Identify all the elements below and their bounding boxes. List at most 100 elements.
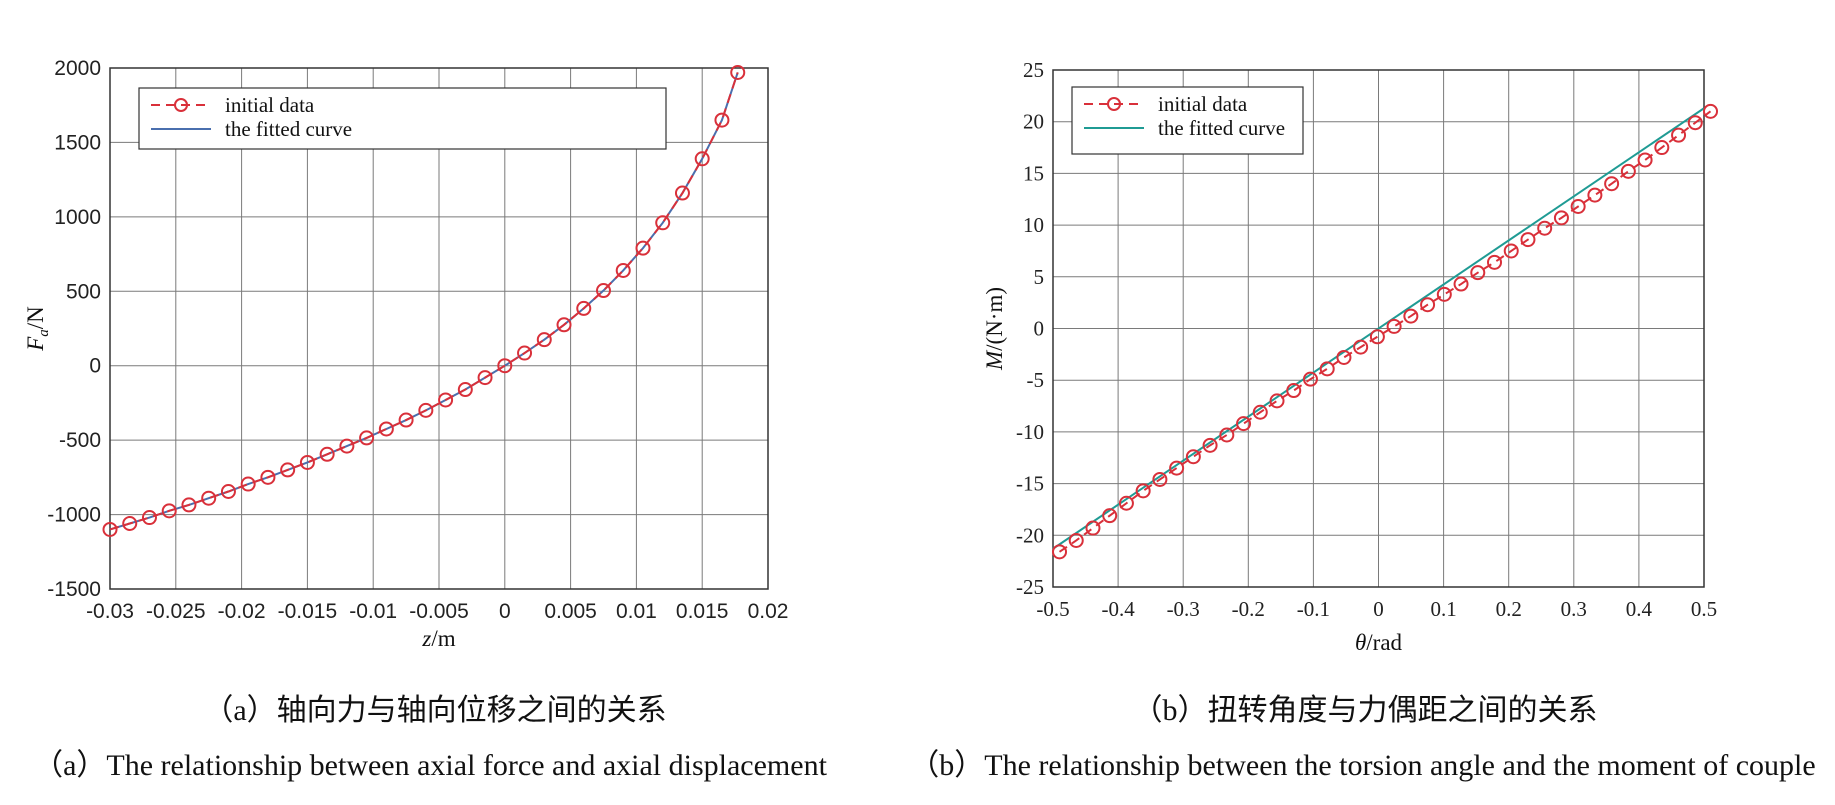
data-point xyxy=(1185,449,1201,465)
x-tick-label: 0.1 xyxy=(1430,597,1456,621)
x-axis-label-var: θ xyxy=(1355,630,1366,655)
x-axis-label: z/m xyxy=(421,626,455,651)
legend-label: initial data xyxy=(225,93,315,117)
y-tick-label: -1000 xyxy=(47,504,101,527)
y-tick-label: 10 xyxy=(1023,213,1044,237)
x-axis-label-unit: /rad xyxy=(1366,630,1402,655)
data-point xyxy=(1570,198,1586,214)
x-tick-label: 0.5 xyxy=(1691,597,1717,621)
data-point xyxy=(655,215,671,231)
caption-b-chinese: （b）扭转角度与力偶距之间的关系 xyxy=(1132,694,1598,727)
data-point xyxy=(1369,329,1385,345)
x-tick-label: -0.005 xyxy=(409,600,469,623)
x-tick-label: -0.03 xyxy=(86,600,134,623)
caption-a-english: （a）The relationship between axial force … xyxy=(33,749,827,782)
data-point xyxy=(1386,318,1402,334)
data-point xyxy=(181,497,197,513)
y-tick-label: 15 xyxy=(1023,161,1044,185)
series-line-fitted-curve xyxy=(1052,107,1705,550)
data-point xyxy=(1118,495,1134,511)
data-point xyxy=(536,332,552,348)
data-point xyxy=(457,382,473,398)
x-tick-label: 0.015 xyxy=(676,600,729,623)
x-tick-label: -0.01 xyxy=(349,600,397,623)
data-point xyxy=(1487,254,1503,270)
data-point xyxy=(497,358,513,374)
caption-a-chinese: （a）轴向力与轴向位移之间的关系 xyxy=(203,694,667,727)
data-point xyxy=(240,476,256,492)
x-axis-label-unit: /m xyxy=(431,626,455,651)
axes-box xyxy=(109,67,769,590)
data-point xyxy=(635,240,651,256)
data-point xyxy=(674,185,690,201)
y-axis-label: Fa/N xyxy=(23,306,52,352)
y-tick-label: -5 xyxy=(1027,368,1045,392)
x-tick-label: -0.1 xyxy=(1297,597,1330,621)
data-point xyxy=(319,446,335,462)
y-tick-label: 20 xyxy=(1023,110,1044,134)
data-point xyxy=(260,469,276,485)
x-tick-label: 0.2 xyxy=(1496,597,1522,621)
data-point xyxy=(517,345,533,361)
data-point xyxy=(1537,220,1553,236)
data-point xyxy=(359,430,375,446)
data-point xyxy=(1520,232,1536,248)
data-point xyxy=(1102,508,1118,524)
x-tick-label: 0.005 xyxy=(544,600,597,623)
data-point xyxy=(1403,308,1419,324)
y-tick-label: -15 xyxy=(1016,472,1044,496)
series-line-initial-data xyxy=(1058,110,1712,553)
legend-label: initial data xyxy=(1158,92,1248,116)
y-axis-label-unit: /(N·m) xyxy=(982,287,1007,351)
data-point xyxy=(1687,115,1703,131)
data-point xyxy=(1671,127,1687,143)
y-tick-label: 2000 xyxy=(54,57,101,80)
legend-marker xyxy=(1107,97,1121,111)
x-tick-label: -0.5 xyxy=(1036,597,1069,621)
data-point xyxy=(378,421,394,437)
data-point xyxy=(1319,361,1335,377)
x-tick-label: 0.4 xyxy=(1626,597,1653,621)
y-tick-label: -25 xyxy=(1016,575,1044,599)
data-point xyxy=(1336,349,1352,365)
x-tick-label: 0.02 xyxy=(748,600,789,623)
data-point xyxy=(220,483,236,499)
y-axis-label-sub: a xyxy=(36,329,52,337)
x-tick-label: -0.015 xyxy=(278,600,338,623)
x-tick-label: 0 xyxy=(1373,597,1384,621)
data-point xyxy=(1453,276,1469,292)
data-point xyxy=(398,412,414,428)
data-point xyxy=(1252,404,1268,420)
y-tick-label: -500 xyxy=(59,429,101,452)
data-point xyxy=(477,370,493,386)
data-point xyxy=(1420,297,1436,313)
y-axis-label-var: M xyxy=(982,349,1007,371)
y-tick-label: 1000 xyxy=(54,206,101,229)
data-point xyxy=(339,438,355,454)
data-point xyxy=(1436,286,1452,302)
y-axis-label-var: F xyxy=(23,336,48,352)
axes-box xyxy=(1052,69,1705,588)
x-tick-label: 0.3 xyxy=(1561,597,1587,621)
y-tick-label: 25 xyxy=(1023,58,1044,82)
x-tick-label: -0.02 xyxy=(218,600,266,623)
data-point xyxy=(1085,520,1101,536)
legend-marker xyxy=(174,98,188,112)
data-point xyxy=(1052,544,1068,560)
data-point xyxy=(1703,103,1719,119)
legend-box xyxy=(138,87,667,150)
data-point xyxy=(418,402,434,418)
data-point xyxy=(1236,416,1252,432)
data-point xyxy=(1353,339,1369,355)
data-point xyxy=(1553,210,1569,226)
x-tick-label: 0.01 xyxy=(616,600,657,623)
data-point xyxy=(280,462,296,478)
x-tick-label: 0 xyxy=(499,600,511,623)
x-tick-label: -0.025 xyxy=(146,600,206,623)
y-tick-label: -10 xyxy=(1016,420,1044,444)
data-point xyxy=(730,64,746,80)
data-point xyxy=(576,300,592,316)
